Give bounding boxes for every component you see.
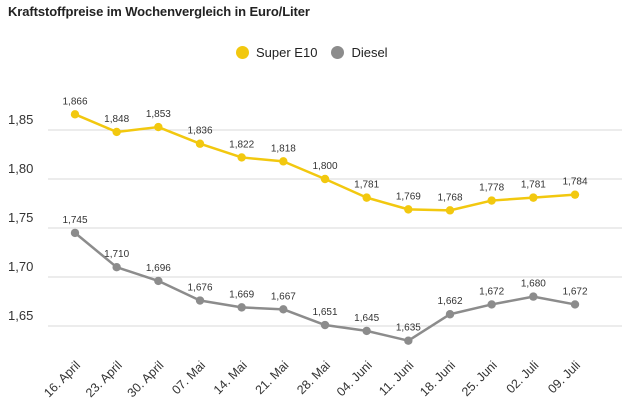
y-tick-label: 1,75 [8, 210, 33, 225]
data-point [154, 122, 163, 132]
data-label: 1,696 [146, 263, 171, 274]
data-label: 1,781 [354, 180, 379, 191]
data-point [112, 263, 121, 272]
data-label: 1,667 [271, 291, 296, 302]
x-tick-label: 18. Juni [417, 358, 458, 399]
data-point [445, 206, 455, 215]
data-label: 1,672 [562, 286, 587, 297]
data-label: 1,710 [104, 249, 129, 260]
data-point [237, 153, 246, 162]
data-label: 1,822 [229, 139, 254, 150]
x-tick-label: 09. Juli [545, 358, 583, 396]
x-tick-label: 25. Juni [459, 358, 500, 399]
y-tick-label: 1,80 [8, 161, 33, 176]
y-tick-label: 1,85 [8, 112, 33, 127]
data-label: 1,778 [479, 183, 504, 194]
data-point [70, 228, 80, 238]
y-tick-label: 1,65 [8, 308, 33, 323]
legend-label-super-e10: Super E10 [256, 45, 318, 60]
data-point [487, 300, 496, 309]
legend-swatch-super-e10 [236, 46, 249, 59]
x-tick-label: 23. April [83, 358, 125, 400]
data-label: 1,680 [521, 279, 546, 290]
data-label: 1,800 [312, 161, 337, 172]
data-point [195, 139, 205, 148]
data-label: 1,669 [229, 289, 254, 300]
data-label: 1,768 [437, 192, 462, 203]
data-point [154, 276, 163, 286]
data-point [445, 310, 455, 319]
data-label: 1,645 [354, 313, 379, 324]
data-point [570, 190, 580, 199]
data-label: 1,848 [104, 114, 129, 125]
data-point [404, 205, 413, 214]
data-label: 1,784 [562, 177, 587, 188]
data-point [320, 174, 330, 184]
data-label: 1,672 [479, 286, 504, 297]
data-label: 1,769 [396, 191, 421, 202]
data-label: 1,651 [312, 307, 337, 318]
x-tick-label: 30. April [125, 358, 167, 400]
data-label: 1,676 [187, 283, 212, 294]
data-label: 1,866 [62, 96, 87, 107]
legend: Super E10 Diesel [236, 45, 402, 60]
x-tick-label: 02. Juli [504, 358, 542, 396]
legend-label-diesel: Diesel [351, 45, 388, 60]
data-point [279, 305, 288, 314]
legend-swatch-diesel [331, 46, 345, 59]
data-point [362, 193, 371, 202]
data-label: 1,836 [187, 126, 212, 137]
data-point [529, 193, 538, 202]
legend-item-super-e10: Super E10 [236, 45, 317, 60]
x-tick-label: 04. Juni [334, 358, 375, 399]
data-label: 1,818 [271, 143, 296, 154]
data-point [529, 292, 538, 301]
data-label: 1,635 [396, 323, 421, 334]
data-point [237, 303, 246, 312]
data-label: 1,745 [62, 215, 87, 226]
data-point [362, 326, 371, 336]
x-tick-label: 28. Mai [294, 358, 333, 397]
data-point [195, 296, 205, 305]
x-tick-label: 21. Mai [253, 358, 292, 397]
data-label: 1,662 [437, 296, 462, 307]
data-label: 1,781 [521, 180, 546, 191]
x-tick-label: 16. April [41, 358, 83, 400]
x-tick-label: 11. Juni [376, 358, 416, 398]
data-point [570, 300, 580, 309]
data-point [112, 127, 121, 137]
chart-title: Kraftstoffpreise im Wochenvergleich in E… [8, 4, 310, 19]
legend-item-diesel: Diesel [331, 45, 388, 60]
data-point [487, 196, 496, 205]
x-tick-label: 14. Mai [211, 358, 250, 397]
data-point [320, 320, 330, 330]
data-point [70, 110, 80, 119]
data-point [279, 157, 288, 166]
data-point [404, 336, 413, 345]
x-tick-label: 07. Mai [169, 358, 208, 397]
data-label: 1,853 [146, 109, 171, 120]
y-tick-label: 1,70 [8, 259, 33, 274]
